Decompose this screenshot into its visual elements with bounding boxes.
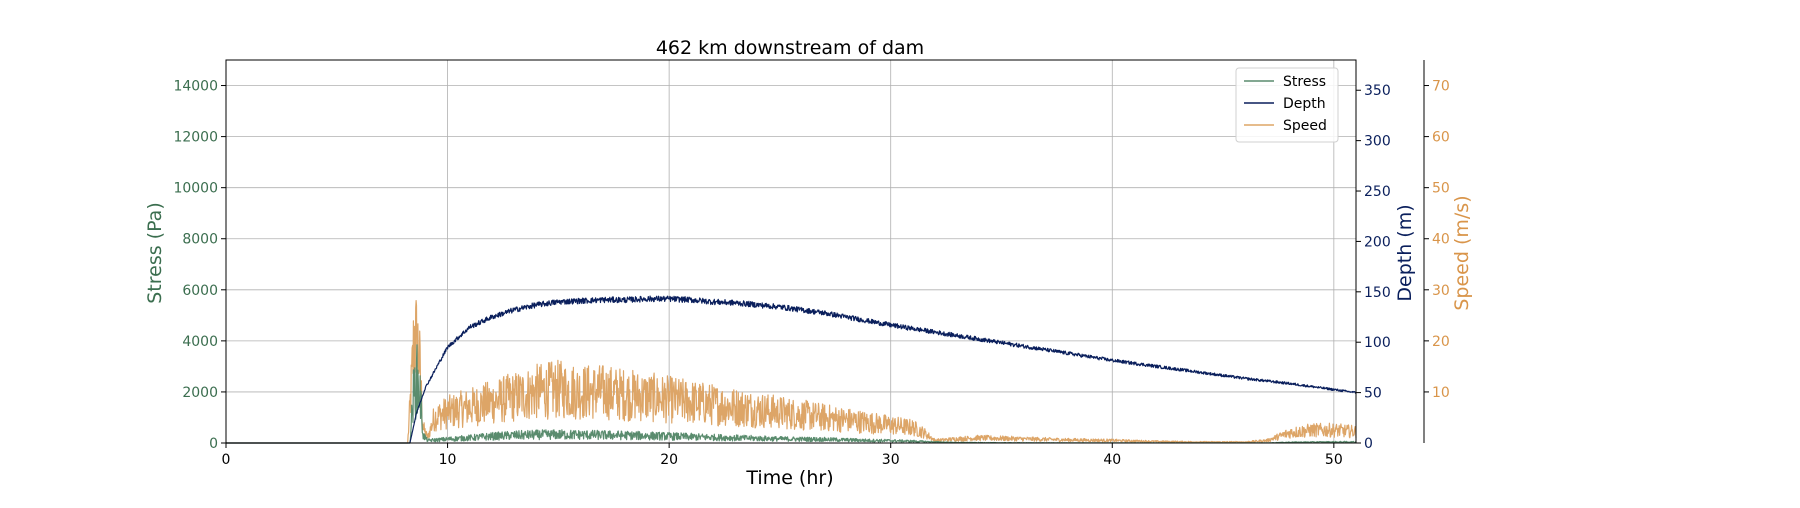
depth-tick-label: 50	[1364, 386, 1382, 402]
x-tick-label: 40	[1103, 452, 1121, 468]
x-axis-label: Time (hr)	[745, 467, 833, 489]
x-tick-label: 20	[660, 452, 678, 468]
depth-axis-label: Depth (m)	[1394, 204, 1416, 301]
speed-tick-label: 70	[1432, 79, 1450, 95]
speed-tick-label: 60	[1432, 130, 1450, 146]
speed-tick-label: 30	[1432, 283, 1450, 299]
series-line-depth	[225, 295, 1357, 444]
speed-tick-label: 10	[1432, 385, 1450, 401]
x-tick-label: 30	[882, 452, 900, 468]
stress-axis-label: Stress (Pa)	[144, 202, 166, 304]
depth-tick-label: 200	[1364, 234, 1391, 250]
speed-tick-label: 40	[1432, 232, 1450, 248]
legend-label-depth: Depth	[1283, 96, 1326, 112]
depth-tick-label: 350	[1364, 83, 1391, 99]
stress-tick-label: 0	[209, 436, 218, 452]
x-tick-label: 10	[439, 452, 457, 468]
stress-tick-label: 6000	[182, 283, 218, 299]
depth-tick-label: 300	[1364, 134, 1391, 150]
speed-tick-label: 50	[1432, 181, 1450, 197]
depth-tick-label: 100	[1364, 335, 1391, 351]
depth-tick-label: 150	[1364, 285, 1391, 301]
speed-axis-label: Speed (m/s)	[1451, 195, 1473, 310]
x-tick-label: 50	[1325, 452, 1343, 468]
legend-box	[1235, 67, 1339, 143]
legend-label-speed: Speed	[1283, 118, 1327, 134]
stress-tick-label: 14000	[173, 79, 218, 95]
stress-tick-label: 10000	[173, 181, 218, 197]
stress-tick-label: 8000	[182, 232, 218, 248]
depth-tick-label: 250	[1364, 184, 1391, 200]
stress-tick-label: 12000	[173, 130, 218, 146]
axes-layer: 0 10 20 30 40 5002000400060008000100001200014…	[173, 59, 1450, 468]
legend: Stress Depth Speed	[1235, 67, 1339, 143]
speed-tick-label: 20	[1432, 334, 1450, 350]
plot-frame	[225, 59, 1357, 444]
chart-title: 462 km downstream of dam	[656, 37, 924, 59]
legend-label-stress: Stress	[1283, 74, 1326, 90]
depth-tick-label: 0	[1364, 436, 1373, 452]
stress-tick-label: 2000	[182, 385, 218, 401]
stress-tick-label: 4000	[182, 334, 218, 350]
series-line-speed	[225, 300, 1357, 444]
x-tick-label: 0	[222, 452, 231, 468]
